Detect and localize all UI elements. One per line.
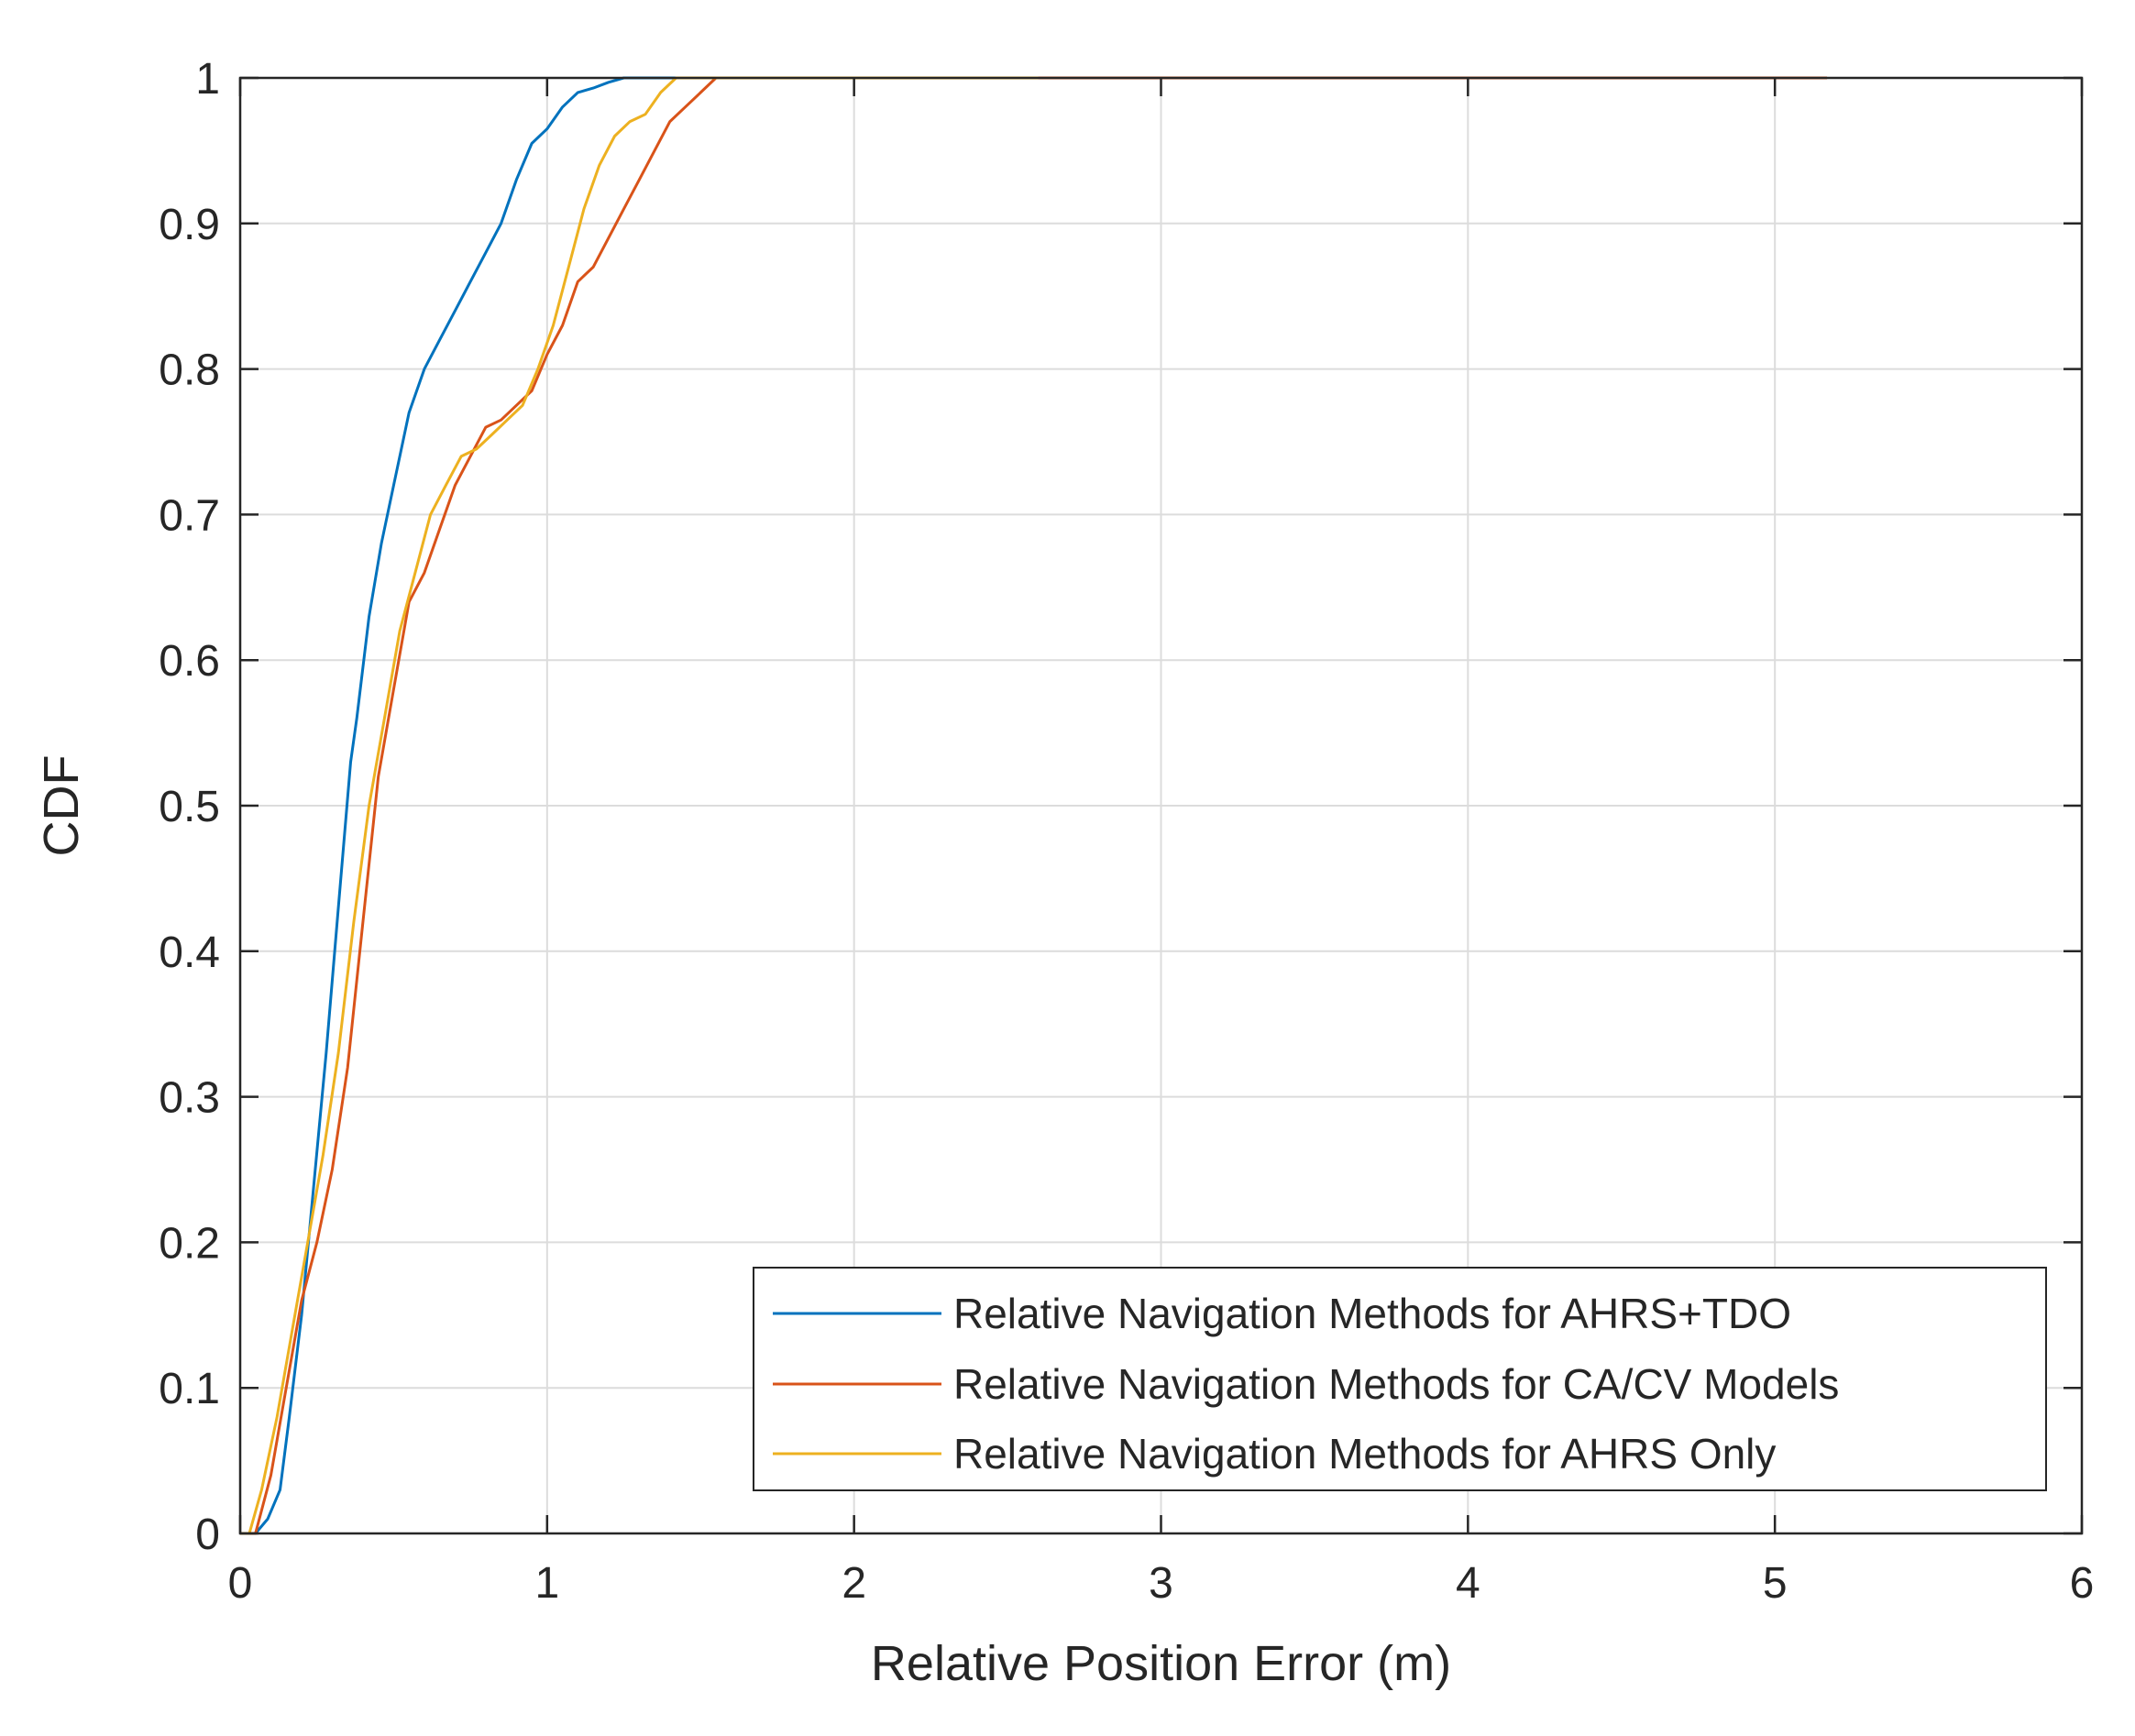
legend-label-ahrs-tdo: Relative Navigation Methods for AHRS+TDO bbox=[953, 1290, 1791, 1337]
y-tick-label-5: 0.5 bbox=[159, 783, 220, 831]
x-tick-label-5: 5 bbox=[1763, 1559, 1788, 1608]
y-tick-label-3: 0.3 bbox=[159, 1074, 220, 1123]
legend: Relative Navigation Methods for AHRS+TDO… bbox=[753, 1267, 2047, 1491]
legend-label-ahrs-only: Relative Navigation Methods for AHRS Onl… bbox=[953, 1430, 1776, 1478]
legend-label-ca-cv-models: Relative Navigation Methods for CA/CV Mo… bbox=[953, 1360, 1839, 1408]
x-tick-label-6: 6 bbox=[2070, 1559, 2095, 1608]
x-tick-label-3: 3 bbox=[1149, 1559, 1173, 1608]
series-line-1 bbox=[240, 76, 1828, 1535]
y-tick-label-9: 0.9 bbox=[159, 201, 220, 249]
y-tick-label-0: 0 bbox=[195, 1511, 220, 1559]
x-axis-label: Relative Position Error (m) bbox=[871, 1636, 1451, 1691]
grid-lines bbox=[240, 78, 2082, 1533]
y-axis-label: CDF bbox=[34, 755, 89, 857]
y-tick-label-2: 0.2 bbox=[159, 1219, 220, 1268]
y-tick-label-6: 0.6 bbox=[159, 637, 220, 686]
x-tick-label-1: 1 bbox=[534, 1559, 559, 1608]
axis-ticks: 0 1 2 3 4 5 6 0 0.1 0.2 0.3 0.4 0.5 0.6 0.7 0.8 0.9 1 bbox=[159, 55, 2094, 1608]
series-line-2 bbox=[240, 76, 1039, 1535]
y-tick-label-8: 0.8 bbox=[159, 346, 220, 395]
x-tick-label-2: 2 bbox=[842, 1559, 866, 1608]
series-lines bbox=[240, 76, 1828, 1535]
x-tick-label-0: 0 bbox=[228, 1559, 253, 1608]
y-tick-label-1: 0.1 bbox=[159, 1365, 220, 1413]
x-tick-label-4: 4 bbox=[1456, 1559, 1480, 1608]
y-tick-label-4: 0.4 bbox=[159, 928, 220, 977]
y-tick-label-7: 0.7 bbox=[159, 491, 220, 540]
legend-box bbox=[753, 1267, 2047, 1491]
y-tick-label-10: 1 bbox=[195, 55, 220, 104]
